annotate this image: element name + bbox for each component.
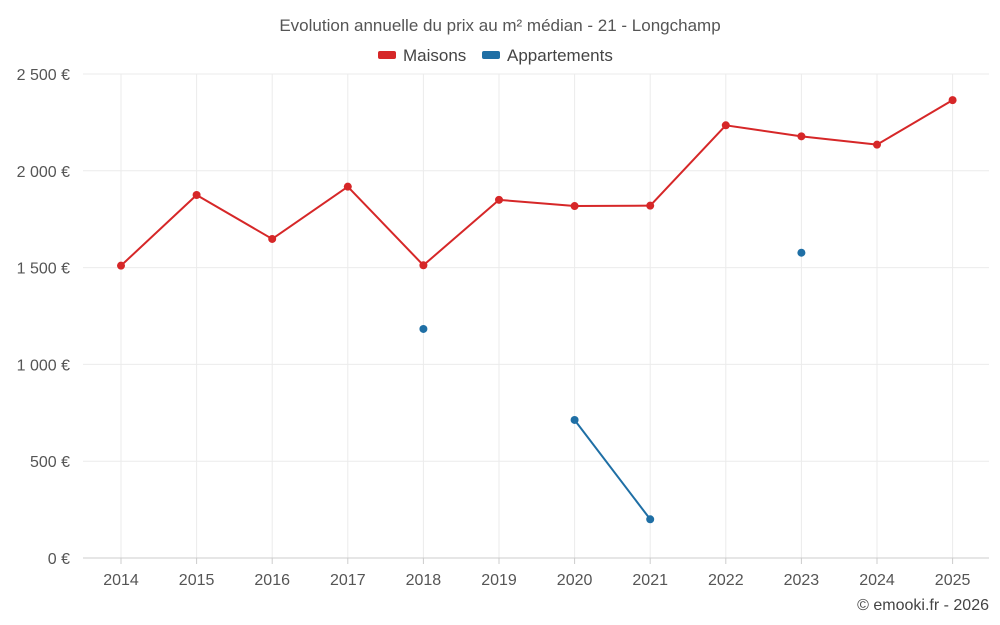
y-tick-label: 500 € bbox=[30, 454, 70, 471]
data-point-appartementes-2023[interactable] bbox=[797, 248, 806, 257]
x-tick-label: 2017 bbox=[330, 572, 366, 589]
data-point-appartementes-2021[interactable] bbox=[646, 515, 655, 524]
y-tick-label: 1 000 € bbox=[17, 357, 70, 374]
data-point-maisons-2019[interactable] bbox=[495, 195, 503, 204]
data-point-maisons-2014[interactable] bbox=[117, 261, 125, 270]
chart-title: Evolution annuelle du prix au m² médian … bbox=[279, 16, 720, 35]
y-tick-label: 1 500 € bbox=[17, 261, 70, 278]
series-line-segment-appartementes bbox=[573, 418, 652, 521]
series-appartementes bbox=[419, 248, 806, 524]
data-point-maisons-2023[interactable] bbox=[797, 132, 806, 141]
x-tick-label: 2020 bbox=[557, 572, 593, 589]
series-line-segment-maisons bbox=[649, 124, 727, 207]
x-tick-label: 2021 bbox=[632, 572, 668, 589]
grid bbox=[83, 73, 989, 558]
data-point-maisons-2020[interactable] bbox=[570, 202, 579, 211]
x-tick-label: 2025 bbox=[935, 572, 971, 589]
legend[interactable]: Maisons Appartements bbox=[378, 46, 613, 65]
series-line-segment-maisons bbox=[422, 198, 500, 267]
series-line-segment-maisons bbox=[876, 99, 954, 146]
x-tick-label: 2019 bbox=[481, 572, 517, 589]
data-point-maisons-2021[interactable] bbox=[646, 201, 655, 210]
data-point-maisons-2022[interactable] bbox=[721, 121, 730, 130]
series-line-segment-maisons bbox=[120, 194, 198, 267]
credit-text: © emooki.fr - 2026 bbox=[857, 597, 989, 614]
data-point-maisons-2017[interactable] bbox=[343, 182, 352, 191]
y-tick-label: 2 500 € bbox=[17, 67, 70, 84]
y-tick-label: 2 000 € bbox=[17, 164, 70, 181]
data-point-maisons-2025[interactable] bbox=[948, 96, 957, 105]
x-tick-label: 2018 bbox=[406, 572, 442, 589]
x-tick-label: 2016 bbox=[254, 572, 290, 589]
y-tick-label: 0 € bbox=[48, 551, 70, 568]
series bbox=[117, 96, 957, 524]
series-line-segment-maisons bbox=[346, 185, 425, 267]
series-line-segment-maisons bbox=[498, 198, 576, 208]
data-point-maisons-2015[interactable] bbox=[192, 191, 201, 199]
x-tick-label: 2024 bbox=[859, 572, 895, 589]
data-point-maisons-2016[interactable] bbox=[268, 234, 277, 243]
data-point-appartementes-2020[interactable] bbox=[570, 415, 579, 424]
series-line-segment-maisons bbox=[271, 185, 349, 240]
series-line-segment-maisons bbox=[195, 194, 274, 240]
series-line-segment-maisons bbox=[800, 135, 878, 146]
data-point-maisons-2018[interactable] bbox=[419, 261, 428, 270]
legend-label-appartements[interactable]: Appartements bbox=[507, 46, 613, 65]
axes: 0 € 500 € 1 000 € 1 500 € 2 000 € 2 500 € 2014… bbox=[17, 67, 989, 589]
series-maisons bbox=[117, 96, 957, 270]
data-point-appartementes-2018[interactable] bbox=[419, 324, 428, 333]
legend-swatch-maisons bbox=[378, 51, 396, 59]
x-tick-label: 2023 bbox=[784, 572, 820, 589]
legend-swatch-appartements bbox=[482, 51, 500, 59]
data-point-maisons-2024[interactable] bbox=[873, 140, 881, 149]
x-tick-label: 2022 bbox=[708, 572, 744, 589]
x-tick-label: 2015 bbox=[179, 572, 215, 589]
x-tick-label: 2014 bbox=[103, 572, 139, 589]
legend-label-maisons[interactable]: Maisons bbox=[403, 46, 466, 65]
series-line-segment-maisons bbox=[724, 124, 803, 138]
